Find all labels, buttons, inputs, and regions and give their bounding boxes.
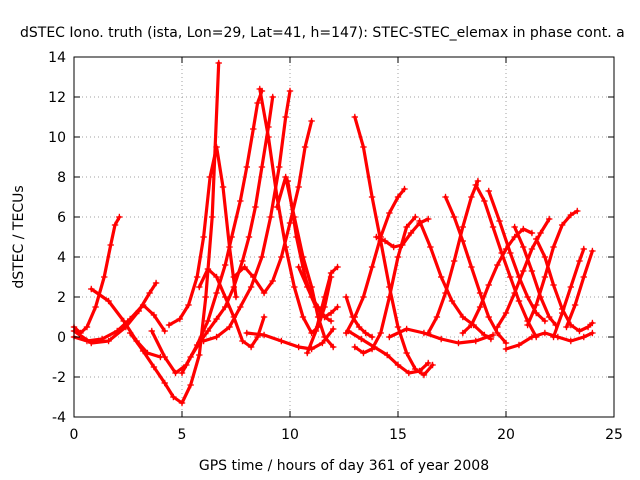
series-26 xyxy=(442,193,510,347)
series-line xyxy=(258,87,333,335)
y-tick-label: 14 xyxy=(48,50,66,66)
series-20 xyxy=(345,327,432,377)
y-tick-label: 2 xyxy=(57,290,66,306)
x-axis-label: GPS time / hours of day 361 of year 2008 xyxy=(199,458,489,474)
series-line xyxy=(525,209,579,327)
x-tick-label: 5 xyxy=(178,427,187,443)
series-line xyxy=(353,215,417,355)
series-line xyxy=(564,249,595,329)
series-35 xyxy=(563,247,596,331)
y-tick-label: 6 xyxy=(57,210,66,226)
y-tick-label: -4 xyxy=(52,410,66,426)
axis-ticks: 0 5 10 15 20 25 -4 -2 0 2 4 6 8 10 12 14 xyxy=(48,50,623,443)
y-tick-label: 0 xyxy=(57,330,66,346)
series-line xyxy=(534,237,595,333)
series-16 xyxy=(304,263,341,357)
series-30 xyxy=(494,215,553,331)
series-32 xyxy=(524,207,581,329)
series-11 xyxy=(230,117,315,297)
series-line xyxy=(72,281,158,345)
series-line xyxy=(167,145,238,327)
series-8 xyxy=(165,143,240,329)
series-6 xyxy=(148,87,266,377)
series-17 xyxy=(295,263,335,325)
x-tick-label: 20 xyxy=(497,427,515,443)
x-tick-label: 15 xyxy=(389,427,407,443)
plot-frame xyxy=(73,56,615,418)
series-24 xyxy=(416,217,495,343)
y-tick-label: 12 xyxy=(48,90,66,106)
x-tick-label: 10 xyxy=(281,427,299,443)
series-line xyxy=(418,219,493,341)
x-tick-label: 25 xyxy=(605,427,623,443)
series-21 xyxy=(351,113,436,379)
y-tick-label: 4 xyxy=(57,250,66,266)
series-19 xyxy=(351,213,419,357)
y-tick-label: 8 xyxy=(57,170,66,186)
series-29 xyxy=(459,225,536,337)
chart-title: dSTEC Iono. truth (ista, Lon=29, Lat=41,… xyxy=(20,25,625,41)
y-tick-label: -2 xyxy=(52,370,66,386)
series-line xyxy=(443,195,508,345)
x-tick-label: 0 xyxy=(70,427,79,443)
series-22 xyxy=(342,293,376,341)
series-line xyxy=(353,115,435,377)
series-line xyxy=(474,183,538,339)
series-line xyxy=(202,89,292,343)
y-tick-label: 10 xyxy=(48,130,66,146)
series-line xyxy=(150,89,264,375)
series-line xyxy=(512,225,558,327)
grid xyxy=(74,57,614,417)
data-series xyxy=(70,59,596,407)
series-15 xyxy=(243,325,337,353)
y-axis-label: dSTEC / TECUs xyxy=(11,185,27,288)
series-37 xyxy=(386,325,497,347)
series-28 xyxy=(485,187,549,325)
series-line xyxy=(72,215,122,335)
series-5 xyxy=(126,59,222,407)
series-line xyxy=(504,331,595,351)
series-2 xyxy=(70,279,160,347)
series-line xyxy=(344,187,407,335)
series-10 xyxy=(200,87,294,345)
series-1 xyxy=(70,213,123,337)
series-line xyxy=(232,119,314,295)
series-36 xyxy=(502,329,596,353)
